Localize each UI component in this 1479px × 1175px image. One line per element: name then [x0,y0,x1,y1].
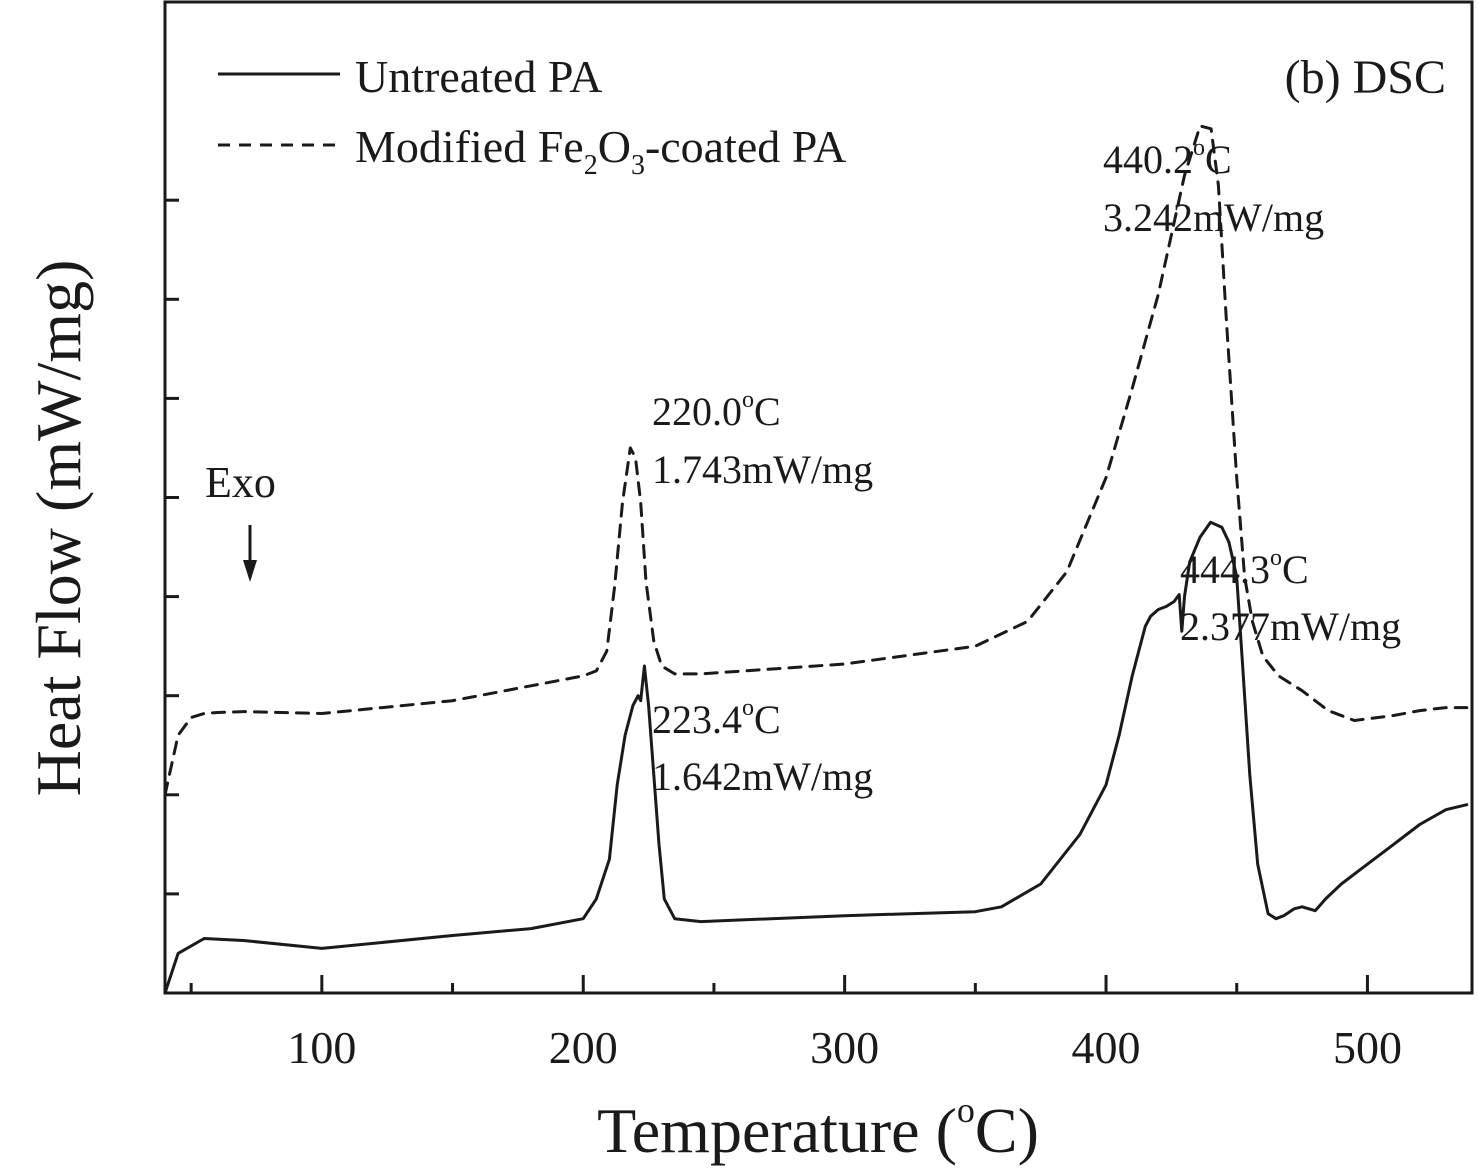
axis-ticks [165,198,1369,993]
legend-modified-mid: O [598,121,631,172]
y-axis-title: Heat Flow (mW/mg) [23,260,94,797]
annotation-solid-peak-2-degree: o [1270,545,1282,571]
annotation-solid-peak-2-temp: 444.3oC [1180,545,1309,592]
annotation-solid-peak-1-flow: 1.642mW/mg [652,754,873,799]
annotation-dashed-peak-2: 440.2oC 3.242mW/mg [1103,135,1324,240]
plot-area [163,0,1474,995]
annotation-solid-peak-2: 444.3oC 2.377mW/mg [1180,545,1401,649]
x-tick-label-1: 200 [549,1022,618,1073]
x-tick-label-3: 400 [1072,1022,1141,1073]
legend-modified-sub2: 3 [631,150,645,181]
annotation-dashed-peak-2-unit: C [1205,137,1232,182]
annotation-solid-peak-2-flow: 2.377mW/mg [1180,604,1401,649]
x-axis-title-main: Temperature ( [597,1095,957,1166]
curves [163,124,1469,995]
annotation-solid-peak-2-unit: C [1282,547,1309,592]
annotation-solid-peak-1-degree: o [742,695,754,721]
annotation-dashed-peak-1: 220.0oC 1.743mW/mg [652,387,873,492]
annotation-dashed-peak-2-degree: o [1193,135,1205,161]
x-axis-title-unit: C) [975,1095,1039,1166]
annotation-dashed-peak-2-temp: 440.2oC [1103,135,1232,182]
series-line-1 [163,124,1469,797]
x-axis-title: Temperature (oC) [597,1090,1039,1166]
annotation-solid-peak-2-temp-value: 444.3 [1180,547,1270,592]
panel-label: (b) DSC [1285,51,1446,104]
annotation-solid-peak-1-temp: 223.4oC [652,695,781,742]
legend-modified-prefix: Modified Fe [355,121,584,172]
legend: Untreated PA Modified Fe2O3-coated PA [218,51,846,181]
x-axis-title-degree: o [957,1090,975,1130]
x-tick-label-4: 500 [1333,1022,1402,1073]
x-tick-label-2: 300 [810,1022,879,1073]
annotation-dashed-peak-1-temp-value: 220.0 [652,389,742,434]
legend-label-modified: Modified Fe2O3-coated PA [355,121,846,181]
annotation-dashed-peak-2-flow: 3.242mW/mg [1103,195,1324,240]
annotation-dashed-peak-1-temp: 220.0oC [652,387,781,434]
legend-modified-suffix: -coated PA [645,121,846,172]
annotation-dashed-peak-1-flow: 1.743mW/mg [652,447,873,492]
annotation-dashed-peak-1-degree: o [742,387,754,413]
legend-modified-sub1: 2 [584,150,598,181]
series-line-0 [163,520,1469,995]
annotation-dashed-peak-2-temp-value: 440.2 [1103,137,1193,182]
exo-arrow-icon [243,525,257,582]
annotation-solid-peak-1-unit: C [754,697,781,742]
annotation-solid-peak-1: 223.4oC 1.642mW/mg [652,695,873,799]
annotation-dashed-peak-1-unit: C [754,389,781,434]
x-tick-labels: 100 200 300 400 500 [287,1022,1402,1073]
legend-label-untreated: Untreated PA [355,51,602,102]
x-tick-label-0: 100 [287,1022,356,1073]
annotation-solid-peak-1-temp-value: 223.4 [652,697,742,742]
exo-label: Exo [205,458,276,507]
